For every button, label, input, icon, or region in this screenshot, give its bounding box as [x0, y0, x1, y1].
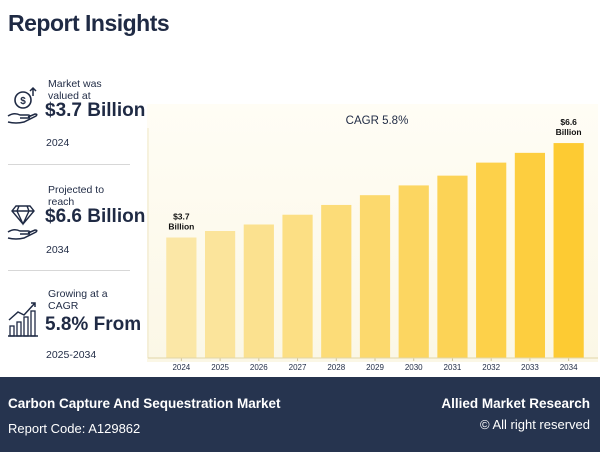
stat-label: Market was valued at: [48, 78, 102, 102]
bar-2033: [514, 152, 546, 358]
stat-label: Growing at a CAGR: [48, 288, 108, 312]
x-tick-label: 2031: [444, 363, 462, 372]
brand-name: Allied Market Research: [441, 396, 590, 411]
stat-value: 5.8% From: [45, 314, 142, 335]
x-tick-label: 2027: [289, 363, 307, 372]
bar-2029: [359, 195, 391, 358]
stats-panel: $ Market was valued at $3.7 Billion 2024…: [0, 56, 145, 374]
x-tick-label: 2030: [405, 363, 423, 372]
stat-sub: 2024: [46, 137, 70, 149]
x-tick-label: 2029: [366, 363, 384, 372]
bar-2024: [166, 237, 197, 358]
chart-title: CAGR 5.8%: [346, 115, 409, 127]
bar-2028: [321, 204, 352, 358]
data-label: Billion: [168, 222, 194, 232]
stat-label: Projected to reach: [48, 184, 105, 208]
rights-text: © All right reserved: [479, 417, 590, 432]
bar-2027: [282, 214, 313, 358]
x-tick-label: 2033: [521, 363, 539, 372]
data-label: Billion: [556, 127, 582, 137]
bar-2031: [437, 175, 468, 358]
x-tick-label: 2034: [560, 363, 578, 372]
stat-value: $3.7 Billion: [45, 100, 146, 121]
report-code: Report Code: A129862: [8, 421, 141, 436]
bar-2025: [204, 231, 236, 358]
bar-2030: [398, 185, 429, 358]
page-title: Report Insights: [8, 10, 170, 36]
bar-2026: [243, 224, 274, 358]
x-tick-label: 2032: [482, 363, 500, 372]
bar-chart: CAGR 5.8% 2024 2025 2026 2027 2028 2029 2030 203…: [147, 115, 598, 372]
divider: [8, 270, 130, 271]
x-tick-label: 2026: [250, 363, 268, 372]
bar-2032: [476, 162, 507, 358]
divider: [8, 164, 130, 165]
stat-sub: 2034: [46, 244, 70, 256]
x-tick-label: 2025: [211, 363, 229, 372]
diamond-hand-icon: [7, 205, 38, 240]
bar-2034: [553, 143, 584, 358]
x-tick-label: 2028: [327, 363, 345, 372]
money-growth-icon: $: [7, 86, 38, 124]
stat-value: $6.6 Billion: [45, 206, 146, 227]
svg-text:$: $: [20, 96, 26, 107]
data-label: $3.7: [173, 212, 190, 222]
footer: Carbon Capture And Sequestration Market …: [0, 377, 600, 452]
market-name: Carbon Capture And Sequestration Market: [8, 396, 281, 411]
stat-sub: 2025-2034: [46, 349, 97, 361]
x-tick-label: 2024: [172, 363, 190, 372]
data-label: $6.6: [560, 117, 577, 127]
growth-chart-icon: [8, 302, 38, 337]
